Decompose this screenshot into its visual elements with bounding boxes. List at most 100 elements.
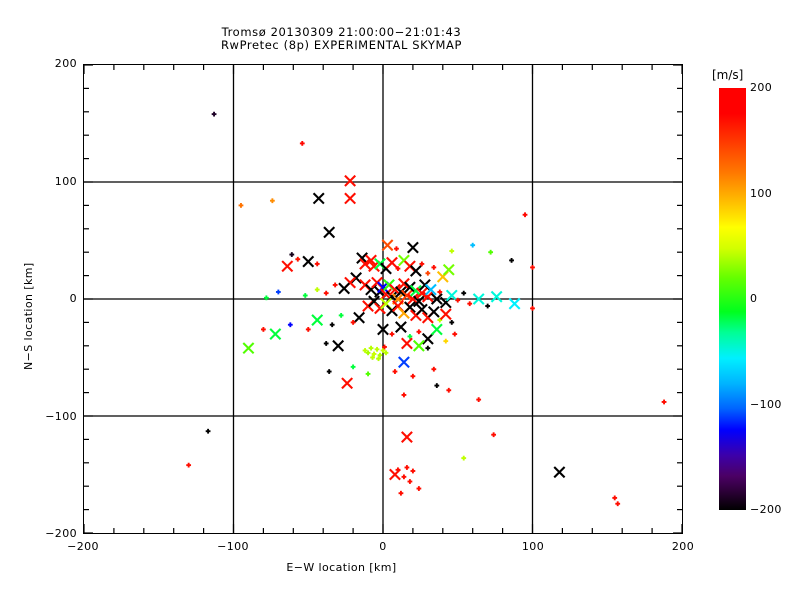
data-point	[345, 193, 355, 203]
data-point	[384, 350, 389, 355]
axis-tick-marks	[84, 65, 682, 533]
data-point	[357, 253, 367, 263]
data-point	[437, 290, 442, 295]
data-point	[485, 304, 490, 309]
colorbar-tick-label: 200	[750, 81, 773, 94]
colorbar-tick-label: 0	[750, 292, 758, 305]
data-point	[449, 320, 454, 325]
data-point	[396, 266, 401, 271]
data-point	[270, 329, 280, 339]
data-point	[405, 282, 415, 292]
data-point	[300, 141, 305, 146]
data-point	[509, 299, 519, 309]
data-point	[554, 467, 564, 477]
data-point	[339, 283, 349, 293]
data-point	[239, 203, 244, 208]
data-point	[426, 284, 436, 294]
data-point	[333, 283, 338, 288]
data-point	[363, 348, 368, 353]
data-point	[342, 378, 352, 388]
data-point	[303, 256, 313, 266]
x-tick-label: 0	[379, 540, 387, 553]
data-point	[443, 339, 448, 344]
data-point	[408, 334, 413, 339]
data-point	[402, 338, 412, 348]
zero-gridlines	[84, 65, 682, 533]
data-point	[394, 246, 399, 251]
data-point	[186, 463, 191, 468]
data-point	[491, 432, 496, 437]
data-point	[312, 315, 322, 325]
x-axis-label: E−W location [km]	[286, 561, 397, 574]
figure-title: Tromsø 20130309 21:00:00−21:01:43 RwPret…	[0, 26, 683, 52]
data-point	[612, 496, 617, 501]
y-tick-label: −100	[45, 409, 77, 423]
data-point	[288, 322, 293, 327]
data-point	[402, 432, 412, 442]
data-point	[423, 334, 433, 344]
data-point	[417, 304, 427, 314]
data-point	[615, 501, 620, 506]
scatter-plot-svg	[84, 65, 682, 533]
colorbar-tick-label: −100	[750, 397, 782, 411]
data-point	[444, 265, 454, 275]
data-point	[449, 249, 454, 254]
data-point	[314, 193, 324, 203]
data-point	[402, 474, 407, 479]
data-point	[446, 388, 451, 393]
data-point	[405, 465, 410, 470]
data-point	[366, 255, 376, 265]
data-point	[366, 350, 371, 355]
x-tick-label: 200	[671, 540, 695, 553]
data-point	[345, 176, 355, 186]
data-point	[523, 212, 528, 217]
data-point	[429, 307, 439, 317]
title-line-2: RwPretec (8p) EXPERIMENTAL SKYMAP	[220, 38, 463, 52]
data-point	[423, 291, 433, 301]
data-point	[264, 295, 269, 300]
x-tick-label: 100	[521, 540, 545, 553]
data-point	[476, 397, 481, 402]
data-point	[295, 257, 300, 262]
data-point	[327, 369, 332, 374]
data-point	[393, 369, 398, 374]
data-point	[530, 306, 535, 311]
data-point	[282, 261, 292, 271]
data-point	[461, 456, 466, 461]
data-point	[270, 198, 275, 203]
data-point	[447, 290, 457, 300]
data-point	[369, 346, 374, 351]
data-point	[473, 294, 483, 304]
data-point	[324, 291, 329, 296]
data-point	[243, 343, 253, 353]
data-point	[370, 355, 375, 360]
data-point	[382, 345, 387, 350]
data-point	[509, 258, 514, 263]
data-point	[425, 346, 430, 351]
data-point	[491, 291, 501, 301]
data-point	[452, 332, 457, 337]
data-point	[382, 240, 392, 250]
data-point	[432, 294, 442, 304]
data-point	[360, 259, 370, 269]
data-point	[416, 486, 421, 491]
data-point	[306, 327, 311, 332]
data-point	[333, 341, 343, 351]
data-point	[339, 313, 344, 318]
data-point	[411, 374, 416, 379]
x-tick-label: −200	[67, 540, 99, 553]
data-point	[387, 258, 397, 268]
data-point	[467, 301, 472, 306]
data-point	[381, 348, 386, 353]
data-point	[390, 332, 395, 337]
data-point	[351, 364, 356, 369]
plot-area	[83, 64, 683, 534]
x-tick-label: −100	[217, 540, 249, 553]
data-point	[366, 371, 371, 376]
data-point	[276, 290, 281, 295]
colorbar-unit-label: [m/s]	[712, 68, 744, 82]
data-point	[206, 429, 211, 434]
data-point	[662, 400, 667, 405]
data-point	[417, 288, 427, 298]
